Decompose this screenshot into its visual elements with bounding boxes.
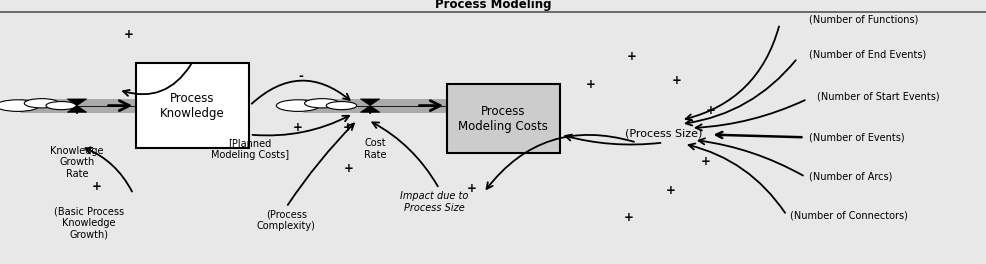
Text: +: + [466,182,476,195]
Polygon shape [67,99,87,106]
Text: +: + [700,154,710,168]
Text: +: + [342,121,352,134]
Text: Process
Modeling Costs: Process Modeling Costs [458,105,548,133]
Bar [136,63,248,148]
Circle shape [0,100,39,111]
Polygon shape [360,106,380,112]
Text: +: + [626,50,636,63]
Bar [446,84,560,153]
Circle shape [305,99,339,108]
Text: (Process Size): (Process Size) [624,128,701,138]
Text: Process Modeling: Process Modeling [435,0,551,11]
Text: Impact due to
Process Size: Impact due to Process Size [399,191,468,213]
Text: +: + [623,211,633,224]
Text: +: + [666,184,675,197]
Text: (Process
Complexity): (Process Complexity) [256,210,316,231]
Text: +: + [671,74,681,87]
Text: Cost
Rate: Cost Rate [364,138,386,160]
Text: +: + [705,104,715,117]
Text: Knowledge
Growth
Rate: Knowledge Growth Rate [50,146,104,179]
Circle shape [25,99,59,108]
Text: -: - [299,70,303,83]
Text: (Number of Start Events): (Number of Start Events) [816,91,939,101]
Text: (Number of Connectors): (Number of Connectors) [789,210,906,220]
Text: [Planned
Modeling Costs]: [Planned Modeling Costs] [210,138,289,160]
Text: +: + [92,180,102,193]
Text: (Number of End Events): (Number of End Events) [809,49,926,59]
Text: (Number of Functions): (Number of Functions) [809,15,918,25]
Text: +: + [585,78,595,91]
Text: (Number of Arcs): (Number of Arcs) [809,172,891,182]
Text: Process
Knowledge: Process Knowledge [160,92,225,120]
Text: (Number of Events): (Number of Events) [809,132,904,142]
Circle shape [276,100,319,111]
Circle shape [326,102,356,110]
Circle shape [46,102,76,110]
Text: +: + [293,121,303,134]
Polygon shape [67,106,87,112]
Text: +: + [343,162,353,176]
Polygon shape [360,99,380,106]
Text: +: + [123,28,133,41]
Text: (Basic Process
Knowledge
Growth): (Basic Process Knowledge Growth) [53,206,124,240]
